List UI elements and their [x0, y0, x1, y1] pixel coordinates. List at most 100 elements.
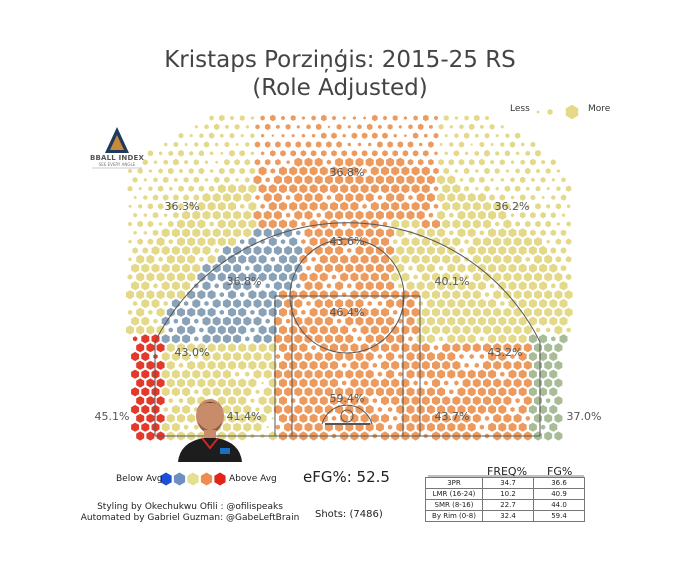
shot-hex — [238, 325, 247, 335]
shot-hex — [534, 413, 542, 423]
shot-hex — [495, 186, 499, 191]
shot-hex — [375, 228, 384, 238]
shot-hex — [326, 195, 332, 200]
shot-hex — [222, 369, 231, 379]
shot-hex — [398, 283, 403, 289]
shot-hex — [545, 168, 551, 174]
shot-hex — [194, 142, 199, 147]
shot-hex — [352, 327, 357, 333]
shot-hex — [222, 298, 231, 309]
shot-hex — [370, 325, 379, 335]
shot-hex — [182, 351, 191, 362]
shot-hex — [143, 213, 147, 218]
shot-hex — [467, 210, 476, 220]
shot-hex — [411, 360, 420, 370]
shot-hex — [382, 132, 388, 139]
shot-hex — [365, 263, 374, 273]
shot-hex — [314, 351, 323, 362]
shot-hex — [260, 115, 265, 121]
shot-hex — [447, 263, 456, 273]
shot-hex — [386, 387, 395, 397]
shot-hex — [268, 272, 277, 282]
shot-hex — [141, 422, 150, 432]
table-row: 3PR 34.7 36.6 — [425, 477, 585, 489]
shot-hex — [204, 124, 209, 130]
shot-hex — [133, 230, 137, 235]
shot-hex — [261, 381, 264, 385]
shot-hex — [493, 343, 502, 353]
shot-hex — [386, 316, 395, 326]
shot-hex — [534, 343, 542, 353]
shot-hex — [508, 369, 517, 379]
row-freq: 10.2 — [482, 488, 534, 500]
shot-hex — [351, 132, 358, 139]
shot-hex — [411, 254, 420, 264]
shot-hex — [510, 407, 515, 412]
shot-hex — [438, 159, 444, 166]
shot-hex — [519, 212, 526, 219]
shot-hex — [187, 396, 196, 406]
shot-hex — [219, 309, 224, 315]
shot-hex — [304, 404, 313, 415]
shot-hex — [370, 378, 379, 388]
shot-hex — [498, 263, 507, 273]
shot-hex — [279, 219, 287, 229]
shot-hex — [355, 210, 364, 220]
shot-hex — [347, 142, 351, 147]
shot-hex — [493, 237, 502, 247]
shot-hex — [209, 151, 214, 156]
shot-hex — [202, 351, 211, 362]
shot-hex — [234, 159, 240, 166]
shot-hex — [549, 263, 558, 273]
shot-hex — [324, 316, 333, 326]
shot-hex — [304, 387, 313, 397]
shot-hex — [255, 124, 260, 130]
shot-hex — [457, 281, 466, 291]
shot-hex — [156, 413, 165, 423]
shot-hex — [131, 404, 140, 415]
shot-hex — [528, 404, 537, 415]
shot-hex — [285, 318, 291, 324]
stats-header-freq: FREQ% — [487, 465, 528, 478]
shot-hex — [528, 281, 537, 291]
shot-hex — [171, 263, 180, 273]
shot-hex — [169, 186, 173, 191]
shot-hex — [128, 168, 132, 174]
shot-hex — [437, 422, 446, 432]
shot-hex — [370, 272, 379, 282]
shot-hex — [477, 369, 486, 379]
shot-hex — [238, 396, 247, 406]
shot-hex — [554, 343, 563, 353]
shot-hex — [233, 245, 242, 256]
row-label: By Rim (0-8) — [425, 510, 483, 522]
shot-hex — [285, 212, 291, 218]
shot-hex — [518, 298, 527, 309]
shot-hex — [513, 307, 522, 317]
shot-hex — [233, 281, 242, 291]
shot-hex — [528, 298, 537, 309]
shot-hex — [350, 378, 359, 388]
shot-hex — [360, 272, 369, 282]
shot-hex — [442, 184, 451, 194]
shot-hex — [294, 245, 303, 256]
shot-hex — [243, 404, 252, 415]
shot-hex — [326, 141, 332, 148]
shot-hex — [350, 307, 359, 317]
shot-hex — [452, 272, 461, 282]
shot-hex — [421, 184, 430, 194]
shot-hex — [479, 176, 485, 183]
shot-hex — [187, 307, 196, 317]
zone-fg-label: 43.7% — [435, 410, 470, 423]
shot-hex — [310, 150, 317, 157]
shot-hex — [477, 298, 486, 309]
shot-hex — [263, 369, 272, 379]
shot-hex — [510, 195, 515, 200]
shot-hex — [128, 204, 132, 208]
shot-hex — [355, 175, 364, 185]
shot-hex — [171, 369, 180, 379]
shot-hex — [417, 123, 424, 131]
shot-hex — [152, 212, 159, 219]
shot-hex — [401, 166, 410, 176]
shot-hex — [220, 151, 224, 155]
shot-hex — [289, 237, 298, 247]
